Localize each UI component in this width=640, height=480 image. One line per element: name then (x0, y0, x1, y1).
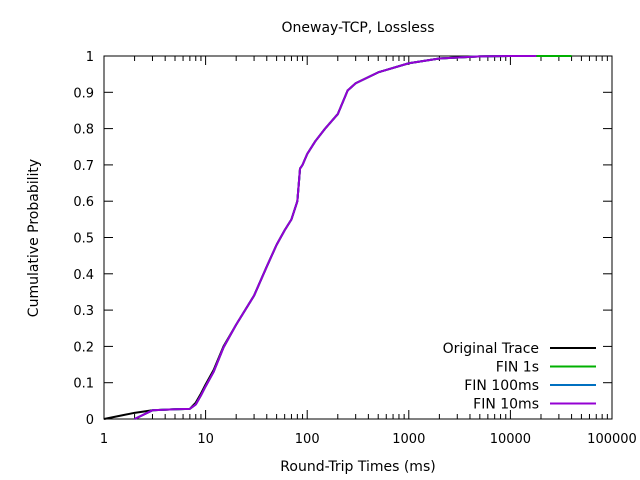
x-tick-label: 100000 (587, 432, 637, 447)
legend-label-fin-1s: FIN 1s (496, 360, 539, 376)
y-tick-label: 0.8 (73, 123, 94, 138)
y-tick-label: 0.6 (73, 195, 94, 210)
x-axis-title: Round-Trip Times (ms) (280, 459, 435, 475)
x-tick-label: 10 (197, 432, 214, 447)
series-line-fin-10ms (134, 55, 537, 420)
x-tick-label: 10000 (490, 432, 531, 447)
y-tick-label: 1 (86, 50, 94, 65)
y-tick-label: 0.9 (73, 86, 94, 101)
x-tick-label: 1 (100, 432, 108, 447)
legend-label-fin-10ms: FIN 10ms (473, 397, 539, 413)
y-axis: 0 0.1 0.2 0.3 0.4 0.5 0.6 0.7 0.8 0.9 1 (73, 50, 612, 428)
chart-title: Oneway-TCP, Lossless (282, 20, 435, 36)
y-tick-label: 0.3 (73, 304, 94, 319)
y-axis-title: Cumulative Probability (26, 159, 42, 317)
y-tick-label: 0.5 (73, 232, 94, 247)
y-tick-label: 0 (86, 413, 94, 428)
x-tick-label: 100 (295, 432, 320, 447)
y-tick-label: 0.7 (73, 159, 94, 174)
legend-label-original-trace: Original Trace (443, 341, 539, 357)
y-tick-label: 0.2 (73, 340, 94, 355)
legend: Original Trace FIN 1s FIN 100ms FIN 10ms (443, 341, 596, 413)
y-tick-label: 0.1 (73, 377, 94, 392)
legend-label-fin-100ms: FIN 100ms (464, 378, 539, 394)
series-layer (103, 55, 572, 420)
y-tick-label: 0.4 (73, 268, 94, 283)
x-tick-label: 1000 (392, 432, 425, 447)
x-axis: 1 10 100 1000 10000 100000 (100, 56, 637, 447)
